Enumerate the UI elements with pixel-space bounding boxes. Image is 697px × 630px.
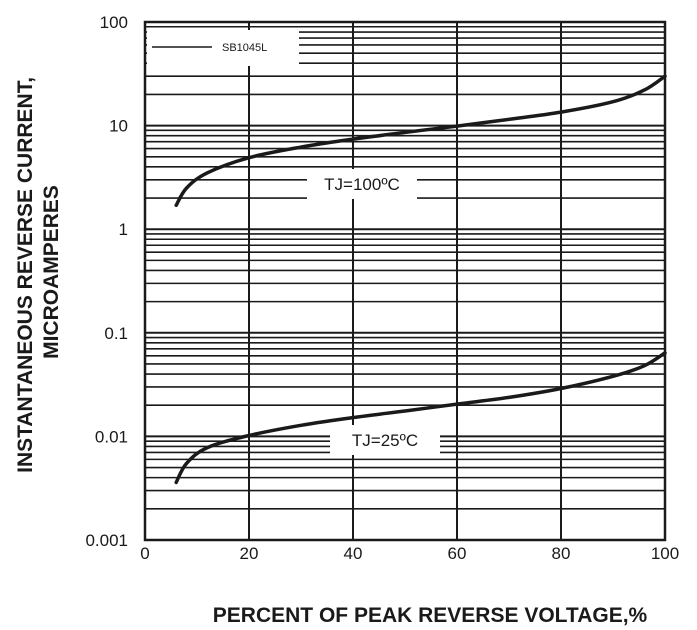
y-tick-label: 1 — [119, 220, 128, 239]
x-tick-label: 0 — [140, 544, 149, 563]
x-axis-title: PERCENT OF PEAK REVERSE VOLTAGE,% — [213, 604, 648, 627]
y-tick-label: 100 — [100, 13, 128, 32]
legend-label: SB1045L — [222, 42, 267, 54]
x-tick-label: 40 — [344, 544, 363, 563]
tick-labels: 0 20 40 60 80 100 0.001 0.01 0.1 1 10 100 — [85, 13, 679, 563]
y-axis-title-line-1: INSTANTANEOUS REVERSE CURRENT, — [14, 77, 37, 473]
curve-labels: TJ=100ºC TJ=25ºC — [307, 169, 440, 455]
y-tick-label: 10 — [109, 117, 128, 136]
series-line-0 — [174, 74, 667, 208]
legend-box — [147, 30, 299, 66]
x-tick-label: 60 — [448, 544, 467, 563]
legend: SB1045L — [147, 30, 299, 66]
y-tick-label: 0.001 — [85, 531, 128, 550]
y-tick-label: 0.01 — [95, 427, 128, 446]
curve-label-bg — [307, 169, 417, 199]
curves — [174, 74, 667, 485]
y-axis-title: INSTANTANEOUS REVERSE CURRENT, MICROAMPE… — [14, 71, 63, 473]
x-tick-label: 100 — [651, 544, 679, 563]
x-tick-label: 80 — [552, 544, 571, 563]
curve-label-1: TJ=25ºC — [352, 431, 418, 450]
y-tick-label: 0.1 — [104, 324, 128, 343]
plot-frame — [143, 20, 667, 542]
y-axis-title-line-2: MICROAMPERES — [40, 185, 63, 359]
curve-label-bg — [330, 425, 440, 455]
series-line-1 — [174, 351, 667, 485]
x-tick-label: 20 — [240, 544, 259, 563]
curve-label-0: TJ=100ºC — [324, 175, 400, 194]
grid — [143, 20, 667, 542]
